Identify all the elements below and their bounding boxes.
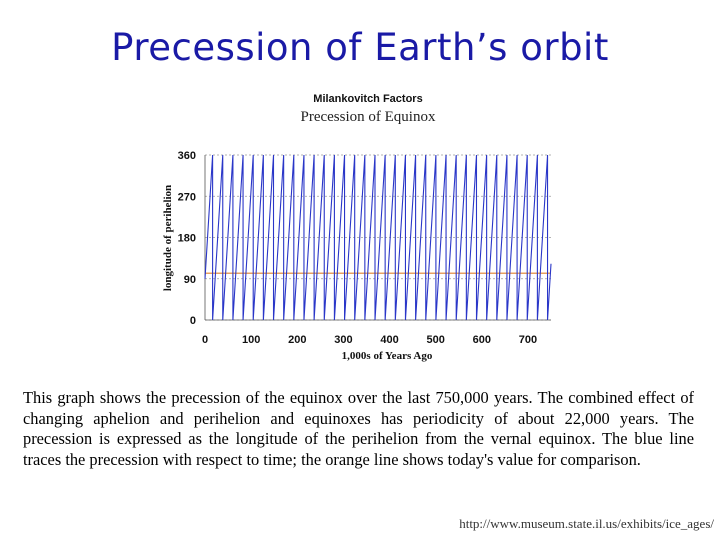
chart-supertitle: Milankovitch Factors bbox=[313, 93, 422, 105]
x-tick-300: 300 bbox=[334, 334, 352, 346]
x-tick-700: 700 bbox=[519, 334, 537, 346]
precession-line bbox=[204, 154, 552, 321]
y-tick-0: 0 bbox=[190, 315, 196, 327]
x-tick-400: 400 bbox=[380, 334, 398, 346]
y-axis-label: longitude of perihelion bbox=[162, 185, 174, 291]
source-url: http://www.museum.state.il.us/exhibits/i… bbox=[459, 516, 714, 531]
x-axis-label: 1,000s of Years Ago bbox=[342, 350, 433, 362]
caption-text: This graph shows the precession of the e… bbox=[23, 388, 694, 469]
y-tick-180: 180 bbox=[178, 233, 196, 245]
grid bbox=[204, 154, 551, 321]
slide-title: Precession of Earth’s orbit bbox=[111, 26, 609, 69]
plot-area bbox=[204, 154, 552, 321]
y-tick-270: 270 bbox=[178, 191, 196, 203]
precession-chart: Milankovitch Factors Precession of Equin… bbox=[162, 93, 552, 362]
y-tick-90: 90 bbox=[184, 274, 196, 286]
x-tick-500: 500 bbox=[426, 334, 444, 346]
x-tick-0: 0 bbox=[202, 334, 208, 346]
x-tick-200: 200 bbox=[288, 334, 306, 346]
x-tick-600: 600 bbox=[473, 334, 491, 346]
y-tick-360: 360 bbox=[178, 150, 196, 162]
tick-labels: 0 90 180 270 360 0 100 200 300 400 500 600 700 bbox=[178, 150, 537, 346]
chart-title: Precession of Equinox bbox=[301, 109, 436, 125]
x-tick-100: 100 bbox=[242, 334, 260, 346]
